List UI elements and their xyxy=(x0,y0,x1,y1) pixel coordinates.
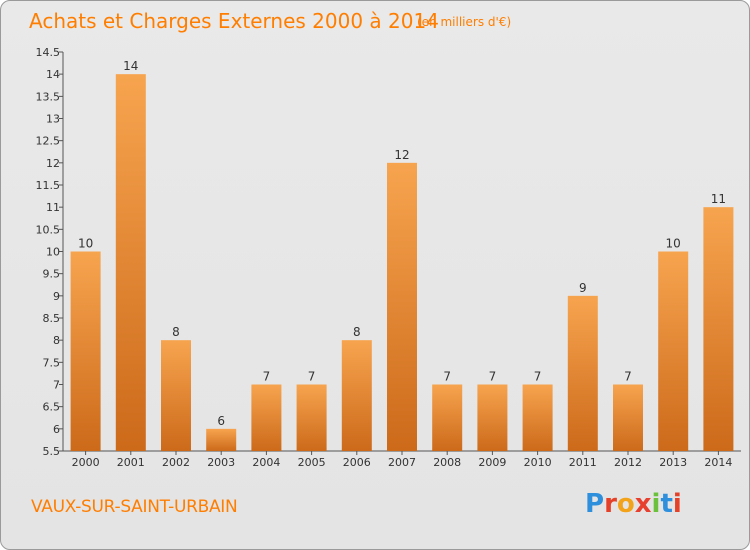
bar-value-label: 7 xyxy=(624,370,632,384)
y-tick-label: 10 xyxy=(46,246,60,259)
y-tick-label: 12 xyxy=(46,157,60,170)
x-tick-label: 2010 xyxy=(524,456,552,469)
y-tick-label: 6.5 xyxy=(43,401,61,414)
bar-value-label: 11 xyxy=(711,192,726,206)
x-tick-label: 2004 xyxy=(252,456,280,469)
bar-value-label: 7 xyxy=(489,370,497,384)
bar xyxy=(341,340,372,451)
bar-value-label: 10 xyxy=(666,237,681,251)
bar xyxy=(477,384,508,451)
proxiti-logo[interactable]: Proxiti xyxy=(585,489,682,519)
logo-letter: P xyxy=(585,489,605,519)
y-tick-label: 10.5 xyxy=(36,223,61,236)
logo-letter: i xyxy=(672,489,682,519)
bar xyxy=(432,384,463,451)
bar-value-label: 14 xyxy=(123,59,138,73)
bar xyxy=(658,251,689,451)
bar-value-label: 9 xyxy=(579,281,587,295)
x-tick-label: 2009 xyxy=(478,456,506,469)
bar xyxy=(567,295,598,451)
bar-value-label: 7 xyxy=(443,370,451,384)
x-tick-label: 2006 xyxy=(343,456,371,469)
x-tick-label: 2008 xyxy=(433,456,461,469)
y-tick-label: 9 xyxy=(53,290,60,303)
y-tick-label: 11 xyxy=(46,201,60,214)
x-tick-label: 2011 xyxy=(569,456,597,469)
x-tick-label: 2012 xyxy=(614,456,642,469)
y-tick-label: 13 xyxy=(46,113,60,126)
bar xyxy=(387,162,417,452)
bar xyxy=(703,207,734,451)
bar-value-label: 8 xyxy=(172,325,180,339)
y-tick-label: 6 xyxy=(53,423,60,436)
x-tick-label: 2013 xyxy=(659,456,687,469)
x-tick-label: 2007 xyxy=(388,456,416,469)
bar xyxy=(522,384,553,451)
logo-letter: x xyxy=(634,489,652,519)
logo-letter: o xyxy=(616,489,635,519)
y-tick-label: 13.5 xyxy=(36,90,61,103)
logo-letter: t xyxy=(660,489,673,519)
x-tick-label: 2014 xyxy=(704,456,732,469)
bar xyxy=(251,384,282,451)
y-tick-label: 14 xyxy=(46,68,60,81)
bar xyxy=(115,74,146,452)
bar-value-label: 6 xyxy=(217,414,225,428)
x-tick-label: 2005 xyxy=(298,456,326,469)
x-tick-label: 2003 xyxy=(207,456,235,469)
chart-subtitle: (en milliers d'€) xyxy=(417,15,512,29)
y-tick-label: 14.5 xyxy=(36,46,61,59)
bar-value-label: 12 xyxy=(394,148,409,162)
y-tick-label: 9.5 xyxy=(43,268,61,281)
bar xyxy=(613,384,643,451)
bar-value-label: 7 xyxy=(263,370,271,384)
y-tick-label: 8.5 xyxy=(43,312,61,325)
bar-value-label: 7 xyxy=(308,370,316,384)
bar xyxy=(70,251,101,451)
bar-value-label: 7 xyxy=(534,370,542,384)
y-tick-label: 7.5 xyxy=(43,356,61,369)
x-tick-label: 2002 xyxy=(162,456,190,469)
bar xyxy=(296,384,327,451)
y-tick-label: 12.5 xyxy=(36,135,61,148)
bar xyxy=(161,340,191,451)
y-tick-label: 11.5 xyxy=(36,179,61,192)
x-tick-label: 2001 xyxy=(117,456,145,469)
logo-letter: i xyxy=(651,489,661,519)
chart-title: Achats et Charges Externes 2000 à 2014 xyxy=(29,9,439,33)
y-tick-label: 8 xyxy=(53,334,60,347)
x-tick-label: 2000 xyxy=(72,456,100,469)
bar-value-label: 8 xyxy=(353,325,361,339)
bar-value-label: 10 xyxy=(78,237,93,251)
y-tick-label: 7 xyxy=(53,379,60,392)
bar xyxy=(206,428,237,451)
place-name: VAUX-SUR-SAINT-URBAIN xyxy=(31,497,238,517)
logo-letter: r xyxy=(604,489,617,519)
y-tick-label: 5.5 xyxy=(43,445,61,458)
